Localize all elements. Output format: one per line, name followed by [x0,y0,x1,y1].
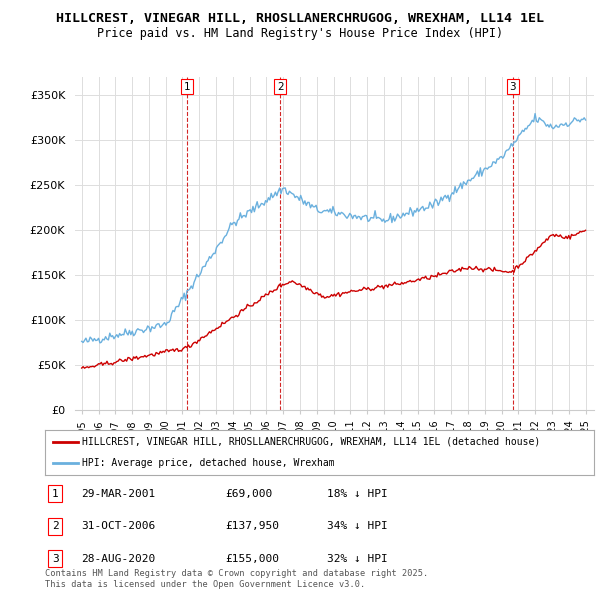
Text: £137,950: £137,950 [225,522,279,531]
Text: 29-MAR-2001: 29-MAR-2001 [81,489,155,499]
Text: HILLCREST, VINEGAR HILL, RHOSLLANERCHRUGOG, WREXHAM, LL14 1EL (detached house): HILLCREST, VINEGAR HILL, RHOSLLANERCHRUG… [82,437,541,447]
Text: 28-AUG-2020: 28-AUG-2020 [81,554,155,563]
Text: 1: 1 [52,489,59,499]
Text: 2: 2 [277,81,284,91]
Text: HILLCREST, VINEGAR HILL, RHOSLLANERCHRUGOG, WREXHAM, LL14 1EL: HILLCREST, VINEGAR HILL, RHOSLLANERCHRUG… [56,12,544,25]
Text: Contains HM Land Registry data © Crown copyright and database right 2025.
This d: Contains HM Land Registry data © Crown c… [45,569,428,589]
Text: 34% ↓ HPI: 34% ↓ HPI [327,522,388,531]
Text: £155,000: £155,000 [225,554,279,563]
Text: 3: 3 [52,554,59,563]
Text: 32% ↓ HPI: 32% ↓ HPI [327,554,388,563]
Text: Price paid vs. HM Land Registry's House Price Index (HPI): Price paid vs. HM Land Registry's House … [97,27,503,40]
Text: 18% ↓ HPI: 18% ↓ HPI [327,489,388,499]
Text: 3: 3 [509,81,516,91]
Text: £69,000: £69,000 [225,489,272,499]
Text: 2: 2 [52,522,59,531]
Text: HPI: Average price, detached house, Wrexham: HPI: Average price, detached house, Wrex… [82,458,335,468]
Text: 1: 1 [184,81,190,91]
Text: 31-OCT-2006: 31-OCT-2006 [81,522,155,531]
